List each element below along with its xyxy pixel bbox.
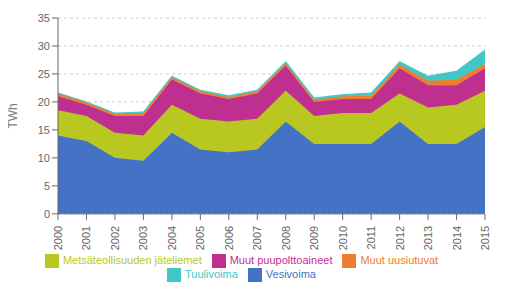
svg-text:2006: 2006 bbox=[223, 226, 235, 250]
svg-text:2001: 2001 bbox=[80, 226, 92, 250]
svg-text:2010: 2010 bbox=[337, 226, 349, 250]
svg-text:2002: 2002 bbox=[109, 226, 121, 250]
svg-text:30: 30 bbox=[38, 40, 50, 52]
svg-text:2014: 2014 bbox=[451, 226, 463, 250]
svg-text:20: 20 bbox=[38, 96, 50, 108]
svg-text:TWh: TWh bbox=[8, 103, 20, 128]
svg-text:2007: 2007 bbox=[251, 226, 263, 250]
svg-text:2003: 2003 bbox=[137, 226, 149, 250]
svg-text:25: 25 bbox=[38, 68, 50, 80]
svg-text:0: 0 bbox=[44, 208, 50, 220]
svg-text:2005: 2005 bbox=[194, 226, 206, 250]
svg-text:2012: 2012 bbox=[394, 226, 406, 250]
svg-text:2000: 2000 bbox=[52, 226, 64, 250]
svg-text:2011: 2011 bbox=[365, 226, 377, 250]
svg-text:2015: 2015 bbox=[479, 226, 491, 250]
svg-text:10: 10 bbox=[38, 152, 50, 164]
svg-text:2004: 2004 bbox=[166, 226, 178, 250]
svg-text:2013: 2013 bbox=[422, 226, 434, 250]
html-text:Vesivoima: Vesivoima bbox=[265, 267, 316, 280]
html-text:Metsäteollisuuden jäteliemet: Metsäteollisuuden jäteliemet bbox=[62, 253, 202, 266]
svg-text:2008: 2008 bbox=[280, 226, 292, 250]
html-text:Tuulivoima: Tuulivoima bbox=[185, 267, 238, 280]
svg-text:15: 15 bbox=[38, 124, 50, 136]
html-text:Muut puupolttoaineet: Muut puupolttoaineet bbox=[229, 253, 333, 266]
svg-text:2009: 2009 bbox=[308, 226, 320, 250]
svg-text:5: 5 bbox=[44, 180, 50, 192]
html-text:Muut uusiutuvat: Muut uusiutuvat bbox=[360, 253, 439, 266]
svg-text:35: 35 bbox=[38, 12, 50, 24]
